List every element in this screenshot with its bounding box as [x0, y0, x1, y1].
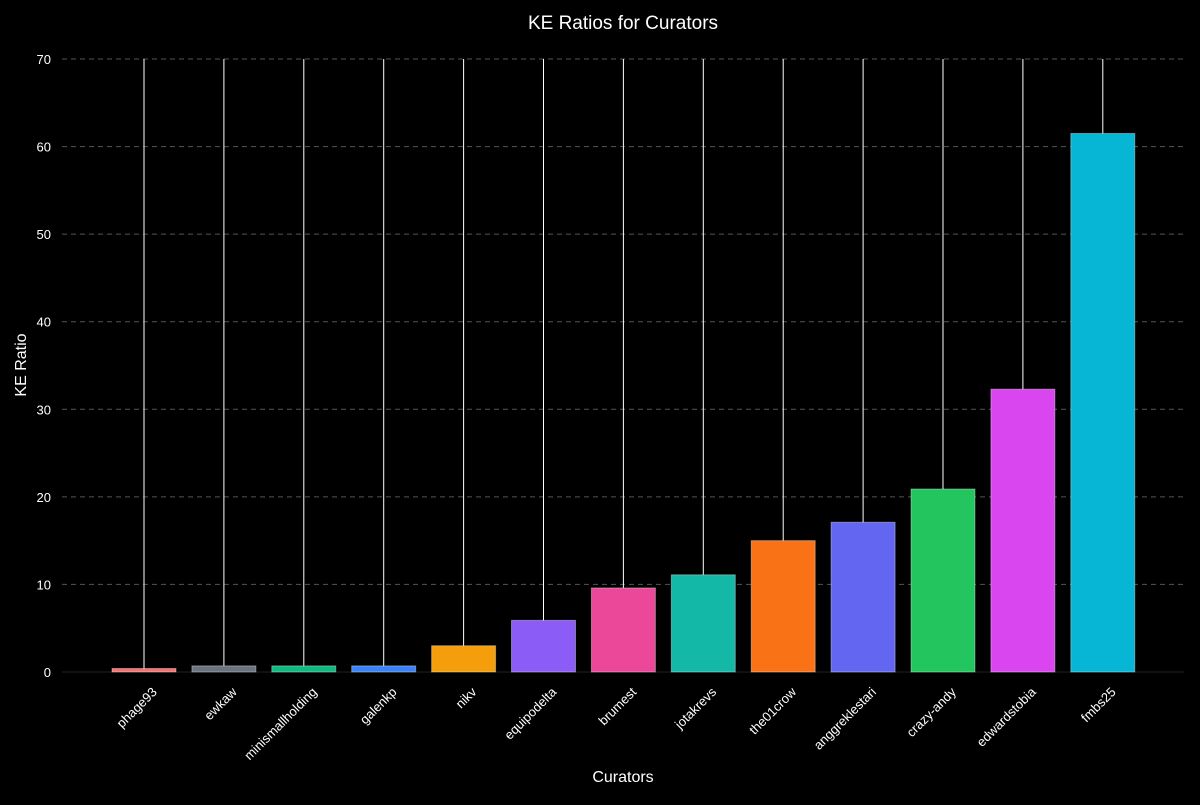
- y-tick-label: 50: [37, 227, 51, 242]
- bar-anggreklestari: [830, 521, 896, 673]
- x-tick-label: ewkaw: [201, 684, 240, 723]
- bar-jotakrevs: [670, 574, 736, 673]
- x-tick-label: nikv: [453, 684, 480, 711]
- bar-edwardstobia: [990, 388, 1056, 673]
- y-axis-label: KE Ratio: [13, 333, 30, 396]
- x-tick-label: fmbs25: [1078, 684, 1119, 725]
- y-tick-label: 30: [37, 402, 51, 417]
- x-axis-label: Curators: [592, 769, 653, 786]
- bar-nikv: [431, 645, 497, 673]
- bar-the01crow: [750, 540, 816, 673]
- bar-ewkaw: [191, 665, 257, 673]
- bars: [111, 132, 1136, 673]
- y-tick-label: 20: [37, 490, 51, 505]
- x-tick-label: crazy-andy: [903, 684, 959, 740]
- bar-fmbs25: [1070, 132, 1136, 673]
- x-tick-label: phage93: [114, 684, 160, 730]
- bar-minismallholding: [271, 665, 337, 673]
- x-tick-label: the01crow: [746, 684, 799, 737]
- y-tick-label: 60: [37, 140, 51, 155]
- x-tick-label: edwardstobia: [974, 684, 1040, 750]
- bar-brumest: [590, 587, 656, 673]
- x-tick-label: brumest: [595, 684, 639, 728]
- x-tick-label: minismallholding: [241, 684, 320, 763]
- y-tick-label: 70: [37, 52, 51, 67]
- bar-galenkp: [351, 665, 417, 673]
- bar-equipodelta: [511, 619, 576, 673]
- x-tick-label: equipodelta: [501, 684, 560, 743]
- x-tick-label: jotakrevs: [671, 684, 719, 732]
- y-tick-labels: 0 10 20 30 40 50 60 70: [37, 52, 51, 680]
- bar-crazy-andy: [910, 488, 976, 673]
- y-tick-label: 0: [44, 665, 51, 680]
- x-tick-labels: phage93 ewkaw minismallholding galenkp nikv e…: [114, 684, 1119, 763]
- bar-phage93: [111, 667, 177, 673]
- chart-title: KE Ratios for Curators: [528, 13, 718, 34]
- x-tick-label: anggreklestari: [811, 684, 879, 752]
- y-tick-label: 40: [37, 315, 51, 330]
- error-bars: [143, 59, 1104, 669]
- y-tick-label: 10: [37, 577, 51, 592]
- x-tick-label: galenkp: [357, 684, 400, 727]
